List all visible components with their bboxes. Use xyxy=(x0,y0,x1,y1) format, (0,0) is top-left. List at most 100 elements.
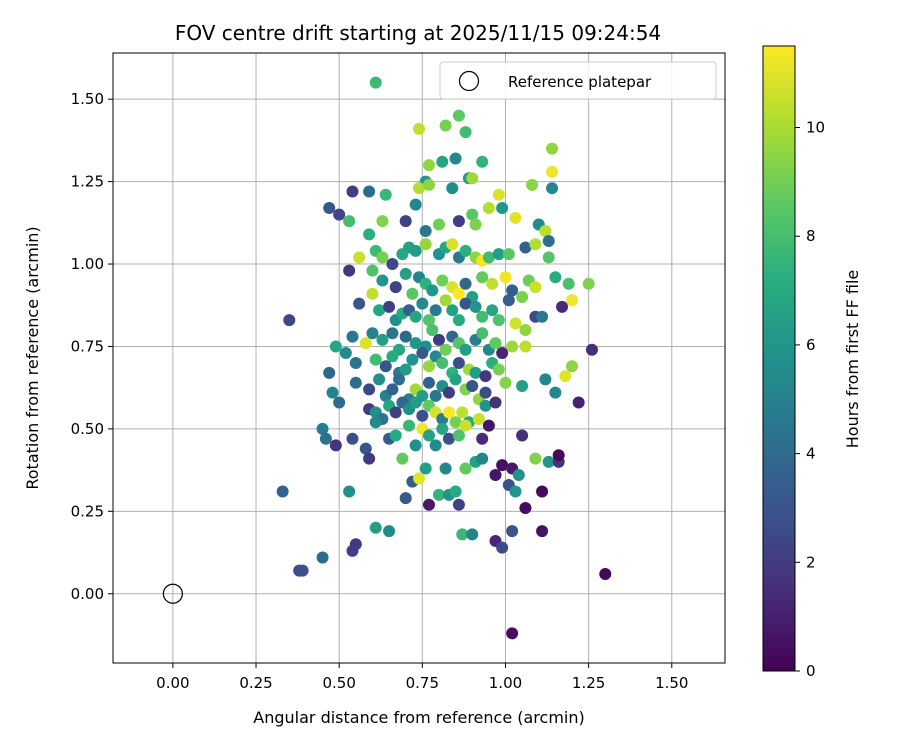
scatter-point xyxy=(529,281,542,294)
scatter-point xyxy=(323,366,336,379)
scatter-point xyxy=(379,360,392,373)
scatter-point xyxy=(449,152,462,165)
colorbar-tick-label: 0 xyxy=(806,662,816,680)
scatter-point xyxy=(376,274,389,287)
scatter-point xyxy=(452,287,465,300)
scatter-point xyxy=(562,277,575,290)
scatter-point xyxy=(316,422,329,435)
scatter-point xyxy=(373,373,386,386)
scatter-point xyxy=(476,155,489,168)
scatter-point xyxy=(409,396,422,409)
scatter-point xyxy=(452,356,465,369)
scatter-point xyxy=(512,469,525,482)
scatter-point xyxy=(509,317,522,330)
scatter-point xyxy=(459,462,472,475)
scatter-point xyxy=(482,201,495,214)
y-tick-label: 0.00 xyxy=(71,585,104,603)
scatter-point xyxy=(442,432,455,445)
scatter-point xyxy=(399,267,412,280)
scatter-point xyxy=(549,271,562,284)
scatter-point xyxy=(413,122,425,135)
scatter-point xyxy=(459,297,472,310)
scatter-point xyxy=(519,502,532,515)
scatter-point xyxy=(496,541,509,554)
scatter-point xyxy=(446,304,459,317)
scatter-point xyxy=(452,215,465,228)
scatter-point xyxy=(519,323,532,336)
scatter-point xyxy=(419,238,432,251)
scatter-point xyxy=(566,294,578,307)
scatter-point xyxy=(422,498,435,511)
scatter-point xyxy=(343,215,356,228)
scatter-point xyxy=(422,159,435,172)
x-tick-label: 0.50 xyxy=(322,674,355,692)
scatter-point xyxy=(456,528,469,541)
scatter-point xyxy=(439,119,452,132)
scatter-point xyxy=(373,304,386,317)
colorbar-tick-label: 8 xyxy=(806,227,816,245)
scatter-point xyxy=(476,271,489,284)
scatter-point xyxy=(559,370,572,383)
scatter-point xyxy=(363,452,376,465)
scatter-point xyxy=(439,462,452,475)
scatter-point xyxy=(432,218,445,231)
scatter-point xyxy=(492,188,505,201)
scatter-point xyxy=(436,155,449,168)
scatter-point xyxy=(399,492,412,505)
legend-marker-circle xyxy=(458,70,480,92)
scatter-point xyxy=(409,198,422,211)
scatter-point xyxy=(413,182,425,195)
scatter-point xyxy=(436,422,449,435)
scatter-point xyxy=(439,343,452,356)
scatter-point xyxy=(346,185,359,198)
scatter-point xyxy=(546,165,559,178)
scatter-point xyxy=(459,126,472,139)
colorbar-ticks: 0 2 4 6 8 10 xyxy=(795,119,825,680)
scatter-point xyxy=(366,287,379,300)
reference-point-group xyxy=(162,583,183,604)
scatter-point xyxy=(409,439,422,452)
scatter-point xyxy=(363,185,376,198)
scatter-point xyxy=(333,396,346,409)
scatter-point xyxy=(333,208,346,221)
scatter-point xyxy=(403,419,416,432)
scatter-point xyxy=(366,264,379,277)
scatter-point xyxy=(529,452,542,465)
scatter-point xyxy=(316,551,329,564)
scatter-point xyxy=(566,360,578,373)
scatter-point xyxy=(492,248,505,261)
scatter-point xyxy=(386,258,399,271)
scatter-point xyxy=(422,429,435,442)
scatter-point xyxy=(376,333,389,346)
scatter-point xyxy=(343,485,356,498)
scatter-point xyxy=(439,294,452,307)
colorbar-tick-label: 10 xyxy=(806,119,825,137)
scatter-point xyxy=(556,300,569,313)
scatter-point xyxy=(479,399,492,412)
scatter-point xyxy=(489,337,502,350)
scatter-point xyxy=(353,297,366,310)
scatter-point xyxy=(429,439,442,452)
scatter-point xyxy=(429,304,442,317)
scatter-point xyxy=(426,284,439,297)
scatter-point xyxy=(452,109,465,122)
scatter-point xyxy=(459,419,472,432)
scatter-point xyxy=(536,310,549,323)
scatter-point xyxy=(409,244,422,257)
scatter-point xyxy=(383,300,396,313)
scatter-point xyxy=(413,472,425,485)
scatter-point xyxy=(389,406,402,419)
scatter-point xyxy=(416,297,429,310)
scatter-point xyxy=(296,564,309,577)
scatter-point xyxy=(442,386,455,399)
y-axis-ticks: 0.00 0.25 0.50 0.75 1.00 1.25 1.50 xyxy=(71,90,113,603)
scatter-point xyxy=(499,376,512,389)
scatter-point xyxy=(466,380,479,393)
scatter-point xyxy=(399,330,412,343)
chart-title: FOV centre drift starting at 2025/11/15 … xyxy=(175,21,661,45)
scatter-point xyxy=(419,462,432,475)
scatter-point xyxy=(376,215,389,228)
scatter-point xyxy=(536,485,549,498)
scatter-point xyxy=(506,284,519,297)
